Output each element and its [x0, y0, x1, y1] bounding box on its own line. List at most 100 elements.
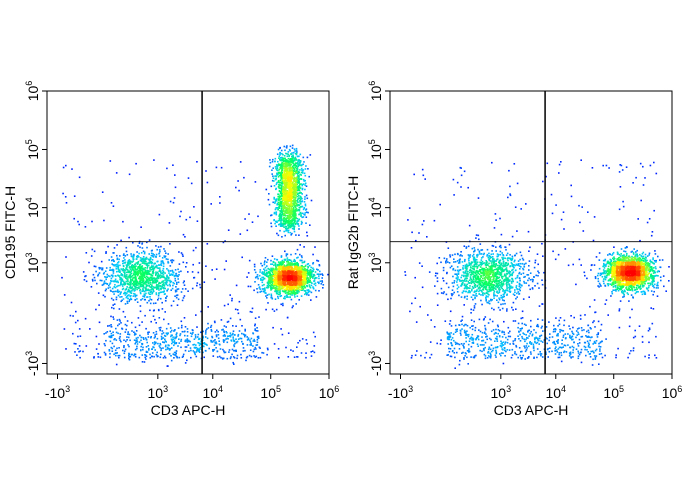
event-dot [143, 361, 146, 363]
event-dot [195, 351, 198, 353]
event-dot [286, 145, 288, 147]
event-dot [139, 270, 142, 273]
event-dot [274, 202, 276, 204]
event-dot [173, 282, 175, 285]
event-dot [295, 234, 297, 236]
event-dot [194, 335, 197, 338]
event-dot [174, 289, 177, 292]
event-dot [141, 279, 143, 281]
event-dot [290, 177, 293, 180]
event-dot [306, 281, 309, 283]
event-dot [165, 327, 168, 330]
event-dot [261, 351, 263, 354]
event-dot [296, 167, 298, 170]
event-dot [276, 153, 279, 155]
event-dot [111, 259, 113, 262]
event-dot [150, 320, 152, 323]
event-dot [172, 353, 175, 355]
event-dot [277, 186, 280, 188]
event-dot [146, 267, 148, 269]
event-dot [290, 349, 292, 351]
event-dot [291, 209, 293, 212]
event-dot [105, 252, 107, 254]
event-dot [292, 223, 295, 225]
event-dot [210, 341, 213, 343]
event-dot [253, 348, 256, 351]
event-dot [302, 273, 305, 276]
event-dot [297, 188, 299, 191]
event-dot [143, 290, 146, 293]
event-dot [131, 278, 134, 280]
event-dot [114, 284, 116, 286]
event-dot [298, 266, 300, 269]
event-dot [186, 338, 189, 340]
event-dot [290, 263, 292, 266]
event-dot [136, 301, 139, 303]
event-dot [154, 342, 157, 345]
event-dot [281, 290, 284, 292]
event-dot [125, 287, 128, 290]
event-dot [296, 162, 299, 164]
event-dot [162, 357, 165, 359]
event-dot [216, 356, 219, 358]
event-dot [290, 260, 293, 263]
event-dot [295, 273, 297, 275]
event-dot [141, 247, 144, 249]
event-dot [288, 280, 291, 283]
event-dot [305, 339, 308, 341]
event-dot [65, 164, 67, 167]
event-dot [235, 284, 238, 287]
event-dot [292, 208, 294, 211]
event-dot [263, 263, 266, 266]
event-dot [279, 271, 282, 273]
event-dot [161, 285, 163, 288]
event-dot [113, 307, 115, 310]
event-dot [295, 192, 297, 194]
event-dot [132, 260, 135, 262]
event-dot [172, 336, 174, 338]
event-dot [302, 278, 305, 280]
event-dot [286, 165, 289, 167]
event-dot [118, 290, 121, 293]
event-dot [289, 169, 292, 172]
event-dot [115, 172, 118, 174]
event-dot [278, 219, 281, 222]
event-dot [119, 339, 121, 341]
event-dot [293, 225, 295, 227]
event-dot [103, 280, 106, 282]
event-dot [161, 333, 163, 335]
event-dot [295, 262, 297, 264]
event-dot [148, 285, 151, 287]
event-dot [213, 340, 215, 342]
event-dot [175, 352, 177, 355]
event-dot [295, 189, 297, 192]
event-dot [295, 267, 297, 269]
event-dot [194, 353, 196, 356]
event-dot [122, 280, 125, 283]
event-dot [142, 275, 145, 277]
event-dot [290, 190, 293, 193]
event-dot [270, 293, 273, 296]
event-dot [154, 349, 156, 351]
event-dot [124, 294, 127, 296]
event-dot [279, 179, 282, 182]
event-dot [141, 242, 144, 244]
event-dot [162, 284, 164, 286]
event-dot [282, 220, 285, 223]
event-dot [246, 336, 248, 338]
event-dot [278, 223, 280, 226]
event-dot [265, 271, 268, 274]
event-dot [274, 290, 276, 293]
event-dot [148, 289, 151, 292]
event-dot [282, 270, 284, 273]
event-dot [278, 203, 280, 206]
event-dot [257, 277, 259, 280]
event-dot [276, 169, 278, 171]
event-dot [277, 280, 280, 283]
event-dot [232, 333, 234, 336]
event-dot [275, 225, 277, 227]
event-dot [237, 338, 240, 340]
event-dot [280, 295, 283, 297]
event-dot [297, 163, 300, 165]
event-dot [165, 281, 168, 283]
